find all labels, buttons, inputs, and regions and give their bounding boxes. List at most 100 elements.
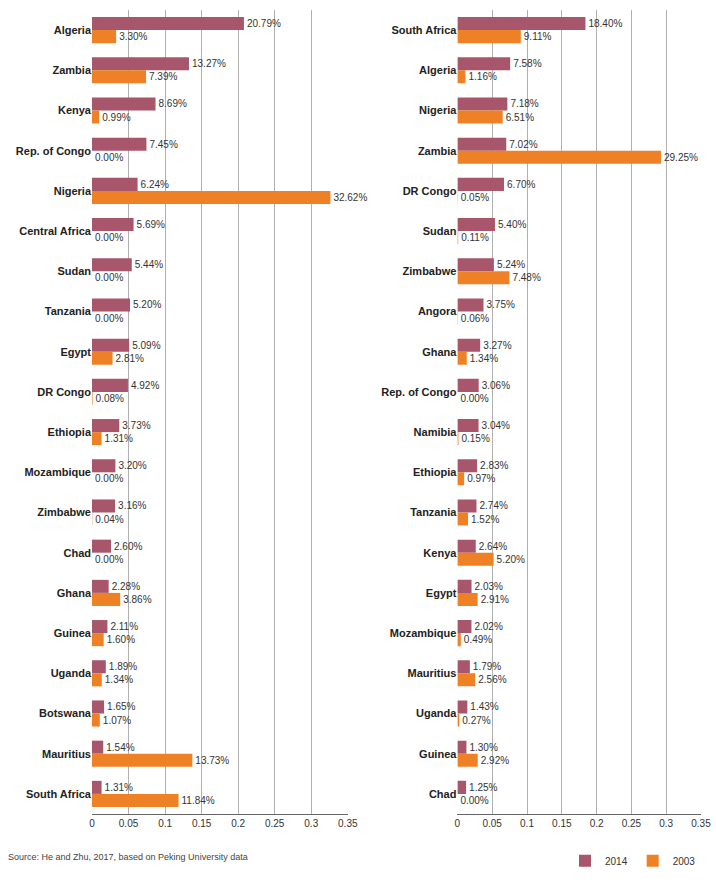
svg-text:18.40%: 18.40% (588, 18, 622, 29)
svg-text:Mozambique: Mozambique (24, 466, 91, 478)
svg-text:9.11%: 9.11% (524, 31, 552, 42)
svg-text:7.58%: 7.58% (513, 58, 541, 69)
svg-text:3.75%: 3.75% (487, 299, 515, 310)
svg-text:Egypt: Egypt (60, 346, 91, 358)
svg-text:Guinea: Guinea (54, 627, 92, 639)
svg-text:2.11%: 2.11% (110, 621, 138, 632)
svg-text:2.92%: 2.92% (481, 755, 509, 766)
svg-text:3.16%: 3.16% (118, 500, 146, 511)
svg-text:3.86%: 3.86% (123, 594, 151, 605)
svg-text:Uganda: Uganda (416, 707, 457, 719)
svg-text:Tanzania: Tanzania (45, 305, 92, 317)
svg-text:3.73%: 3.73% (122, 420, 150, 431)
svg-text:Ghana: Ghana (57, 587, 92, 599)
svg-text:Mauritius: Mauritius (407, 667, 456, 679)
svg-text:0.00%: 0.00% (95, 272, 123, 283)
svg-text:0.3: 0.3 (659, 818, 673, 829)
svg-text:Egypt: Egypt (426, 587, 457, 599)
svg-text:0.1: 0.1 (158, 818, 172, 829)
svg-text:1.31%: 1.31% (105, 782, 133, 793)
svg-text:0.04%: 0.04% (95, 514, 123, 525)
svg-text:0.00%: 0.00% (95, 232, 123, 243)
svg-text:5.20%: 5.20% (497, 554, 525, 565)
svg-text:2.83%: 2.83% (480, 460, 508, 471)
svg-text:0.00%: 0.00% (460, 795, 488, 806)
svg-text:Namibia: Namibia (414, 426, 458, 438)
svg-text:1.54%: 1.54% (106, 742, 134, 753)
svg-text:Kenya: Kenya (423, 547, 457, 559)
svg-text:2.56%: 2.56% (478, 674, 506, 685)
svg-text:Sudan: Sudan (57, 265, 91, 277)
svg-text:4.92%: 4.92% (131, 380, 159, 391)
svg-text:5.44%: 5.44% (135, 259, 163, 270)
svg-text:5.20%: 5.20% (133, 299, 161, 310)
svg-text:0.00%: 0.00% (95, 152, 123, 163)
svg-text:5.40%: 5.40% (498, 219, 526, 230)
svg-text:0.25: 0.25 (265, 818, 285, 829)
svg-text:2003: 2003 (673, 856, 696, 867)
svg-text:Kenya: Kenya (58, 104, 92, 116)
svg-text:0.1: 0.1 (520, 818, 534, 829)
svg-text:0.05%: 0.05% (461, 192, 489, 203)
svg-text:0.00%: 0.00% (95, 473, 123, 484)
svg-text:Algeria: Algeria (54, 24, 92, 36)
svg-text:0.35: 0.35 (338, 818, 358, 829)
svg-text:2.74%: 2.74% (479, 500, 507, 511)
svg-text:2.02%: 2.02% (474, 621, 502, 632)
svg-text:29.25%: 29.25% (664, 152, 698, 163)
svg-text:0.05: 0.05 (119, 818, 139, 829)
svg-text:13.73%: 13.73% (195, 755, 229, 766)
svg-text:Angora: Angora (418, 305, 457, 317)
svg-text:Chad: Chad (64, 547, 92, 559)
svg-text:5.09%: 5.09% (132, 340, 160, 351)
svg-text:2.91%: 2.91% (481, 594, 509, 605)
svg-text:1.89%: 1.89% (109, 661, 137, 672)
svg-text:1.30%: 1.30% (469, 742, 497, 753)
svg-text:Nigeria: Nigeria (419, 104, 457, 116)
svg-text:Rep. of Congo: Rep. of Congo (381, 386, 456, 398)
svg-text:0.25: 0.25 (622, 818, 642, 829)
svg-text:Zambia: Zambia (418, 145, 457, 157)
svg-text:0.06%: 0.06% (461, 313, 489, 324)
svg-text:South Africa: South Africa (26, 788, 92, 800)
svg-text:1.34%: 1.34% (105, 674, 133, 685)
svg-text:1.52%: 1.52% (471, 514, 499, 525)
svg-text:Rep. of Congo: Rep. of Congo (16, 145, 91, 157)
svg-text:6.51%: 6.51% (506, 112, 534, 123)
svg-text:2.03%: 2.03% (475, 581, 503, 592)
svg-text:Ghana: Ghana (422, 346, 457, 358)
svg-text:Source: He and Zhu, 2017, base: Source: He and Zhu, 2017, based on Pekin… (8, 852, 248, 862)
svg-text:0.15: 0.15 (192, 818, 212, 829)
svg-text:0.15: 0.15 (552, 818, 572, 829)
svg-text:0: 0 (89, 818, 95, 829)
svg-text:1.65%: 1.65% (107, 701, 135, 712)
svg-text:5.69%: 5.69% (137, 219, 165, 230)
svg-text:2.28%: 2.28% (112, 581, 140, 592)
svg-text:6.70%: 6.70% (507, 179, 535, 190)
svg-text:1.79%: 1.79% (473, 661, 501, 672)
svg-text:1.31%: 1.31% (105, 433, 133, 444)
svg-text:Chad: Chad (429, 788, 457, 800)
svg-text:0.35: 0.35 (691, 818, 711, 829)
svg-text:1.16%: 1.16% (468, 71, 496, 82)
svg-text:0.00%: 0.00% (460, 393, 488, 404)
svg-text:Algeria: Algeria (419, 64, 457, 76)
svg-text:0.00%: 0.00% (95, 554, 123, 565)
svg-text:0.3: 0.3 (304, 818, 318, 829)
svg-text:0.08%: 0.08% (96, 393, 124, 404)
svg-text:0.2: 0.2 (231, 818, 245, 829)
svg-text:DR Congo: DR Congo (403, 185, 457, 197)
svg-text:32.62%: 32.62% (333, 192, 367, 203)
svg-text:3.04%: 3.04% (482, 420, 510, 431)
svg-text:South Africa: South Africa (391, 24, 457, 36)
svg-text:1.25%: 1.25% (469, 782, 497, 793)
svg-text:Sudan: Sudan (423, 225, 457, 237)
svg-text:2.81%: 2.81% (116, 353, 144, 364)
svg-text:Mozambique: Mozambique (390, 627, 457, 639)
svg-text:11.84%: 11.84% (182, 795, 215, 806)
svg-text:3.30%: 3.30% (119, 31, 147, 42)
svg-text:2.64%: 2.64% (479, 541, 507, 552)
svg-text:0: 0 (455, 818, 461, 829)
svg-text:Zimbabwe: Zimbabwe (37, 506, 91, 518)
svg-text:0.49%: 0.49% (464, 634, 492, 645)
